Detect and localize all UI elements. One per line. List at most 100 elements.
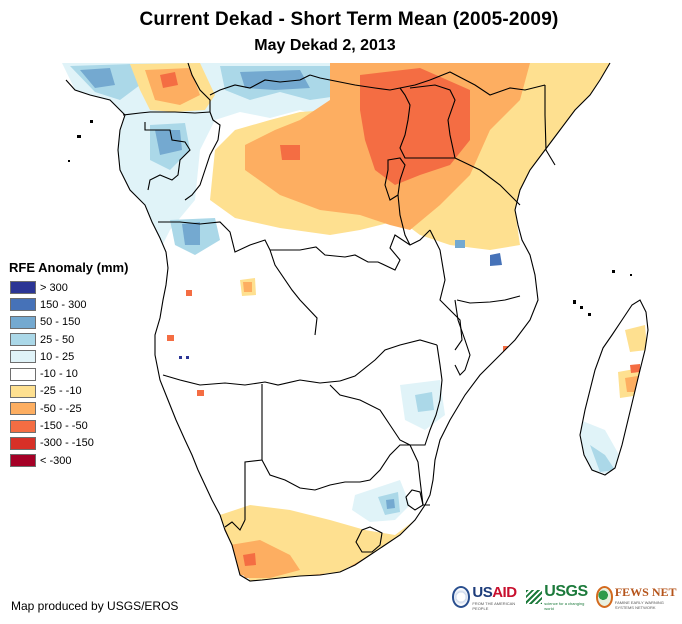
border-car-drc <box>209 74 311 96</box>
border-angola-north <box>158 221 271 253</box>
border-congo-drc <box>184 111 221 201</box>
legend-classes: > 300 150 - 300 50 - 150 25 - 50 10 - 25 -10 … <box>9 279 128 469</box>
anomaly-patch <box>590 445 615 472</box>
islands <box>68 120 632 316</box>
border-zambia-malawi-mozambique <box>429 229 463 351</box>
legend-item: -150 - -50 <box>9 417 128 434</box>
anomaly-patch <box>415 392 434 412</box>
anomaly-patch <box>197 390 204 396</box>
usgs-logo: USGS science for a changing world <box>526 583 589 611</box>
border-lesotho <box>355 526 383 553</box>
legend-label: -25 - -10 <box>40 385 82 398</box>
borders <box>65 62 649 582</box>
border-cameroon-car <box>187 62 211 112</box>
legend-label: < -300 <box>40 454 72 467</box>
legend-label: -300 - -150 <box>40 437 94 450</box>
anomaly-patch <box>182 222 200 245</box>
legend-item: 150 - 300 <box>9 296 128 313</box>
border-drc-south-sudan <box>309 74 431 91</box>
legend-label: 25 - 50 <box>40 333 75 346</box>
fewsnet-name: FEWS NET <box>614 584 677 599</box>
map-title: Current Dekad - Short Term Mean (2005-20… <box>139 9 559 30</box>
anomaly-patch <box>230 540 300 578</box>
usgs-name: USGS <box>544 583 588 600</box>
anomaly-patch <box>145 68 200 105</box>
legend-item: -50 - -25 <box>9 400 128 417</box>
anomaly-patch <box>386 499 395 509</box>
legend-swatch <box>10 281 36 295</box>
map-subtitle: May Dekad 2, 2013 <box>254 37 396 54</box>
legend-swatch <box>10 384 36 398</box>
anomaly-patch <box>490 253 502 266</box>
anomaly-patch <box>243 553 256 566</box>
fewsnet-logo: FEWS NET FAMINE EARLY WARNING SYSTEMS NE… <box>595 584 682 610</box>
legend-label: -10 - 10 <box>40 368 78 381</box>
legend-item: 25 - 50 <box>9 331 128 348</box>
island-comoros-2 <box>580 306 583 309</box>
border-botswana-south-africa <box>261 444 410 491</box>
border-botswana-zimbabwe <box>329 384 411 446</box>
anomaly-patch <box>160 72 178 88</box>
border-mozambique-tanzania <box>456 295 521 304</box>
coastline-mainland <box>65 62 611 582</box>
legend-item: -10 - 10 <box>9 365 128 382</box>
usaid-aid: AID <box>492 583 517 601</box>
border-drc-zambia <box>270 229 431 271</box>
border-cameroon-gabon <box>122 111 211 116</box>
border-angola-namibia <box>162 374 341 386</box>
usaid-us: US <box>472 583 493 601</box>
fewsnet-globe-icon <box>595 586 613 608</box>
legend-item: -300 - -150 <box>9 435 128 452</box>
island-seychelles-1 <box>612 270 615 273</box>
border-mozambique-south-africa <box>409 444 430 506</box>
fewsnet-tagline: FAMINE EARLY WARNING SYSTEMS NETWORK <box>614 599 664 610</box>
anomaly-patch <box>455 240 465 248</box>
legend-label: -150 - -50 <box>40 420 88 433</box>
border-angola-zambia <box>269 249 318 336</box>
anomaly-patch <box>360 68 470 185</box>
border-kenya-ethiopia <box>429 71 546 96</box>
legend-swatch <box>10 315 36 329</box>
anomaly-patch <box>155 130 182 155</box>
legend: RFE Anomaly (mm) > 300 150 - 300 50 - 150 2… <box>9 260 128 469</box>
border-kenya-tanzania <box>454 157 521 206</box>
anomaly-patch <box>240 70 310 90</box>
usaid-logo: USAID FROM THE AMERICAN PEOPLE <box>452 584 520 611</box>
border-namibia-south-africa <box>224 519 246 531</box>
legend-swatch <box>10 419 36 433</box>
usaid-tagline: FROM THE AMERICAN PEOPLE <box>472 600 516 611</box>
partner-logos: USAID FROM THE AMERICAN PEOPLE USGS scie… <box>452 583 682 611</box>
legend-swatch <box>10 333 36 347</box>
legend-item: 50 - 150 <box>9 314 128 331</box>
anomaly-patch <box>630 364 640 373</box>
anomaly-patch <box>243 282 252 292</box>
anomaly-patch <box>280 145 300 160</box>
border-kenya-somalia <box>544 85 556 166</box>
legend-label: 150 - 300 <box>40 298 87 311</box>
anomaly-patch <box>625 325 647 352</box>
usgs-tagline: science for a changing world <box>544 601 585 611</box>
anomaly-patch <box>450 445 455 450</box>
border-gabon-congo <box>144 122 191 191</box>
legend-item: < -300 <box>9 452 128 469</box>
border-malawi <box>454 299 471 376</box>
border-zimbabwe-mozambique <box>410 344 443 446</box>
anomaly-patch <box>625 376 638 392</box>
legend-swatch <box>10 367 36 381</box>
legend-label: -50 - -25 <box>40 402 82 415</box>
anomaly-patch <box>167 335 174 341</box>
legend-label: > 300 <box>40 281 68 294</box>
usgs-wave-icon <box>526 590 543 604</box>
island-annobon <box>68 160 70 162</box>
legend-swatch <box>10 350 36 364</box>
anomaly-layer <box>62 63 647 581</box>
border-uganda <box>399 84 456 159</box>
border-namibia-botswana <box>244 384 263 520</box>
anomaly-patch <box>186 356 189 359</box>
usaid-seal-icon <box>452 586 471 608</box>
island-comoros-1 <box>573 300 576 304</box>
legend-swatch <box>10 436 36 450</box>
legend-item: -25 - -10 <box>9 383 128 400</box>
credit-text: Map produced by USGS/EROS <box>11 599 179 613</box>
